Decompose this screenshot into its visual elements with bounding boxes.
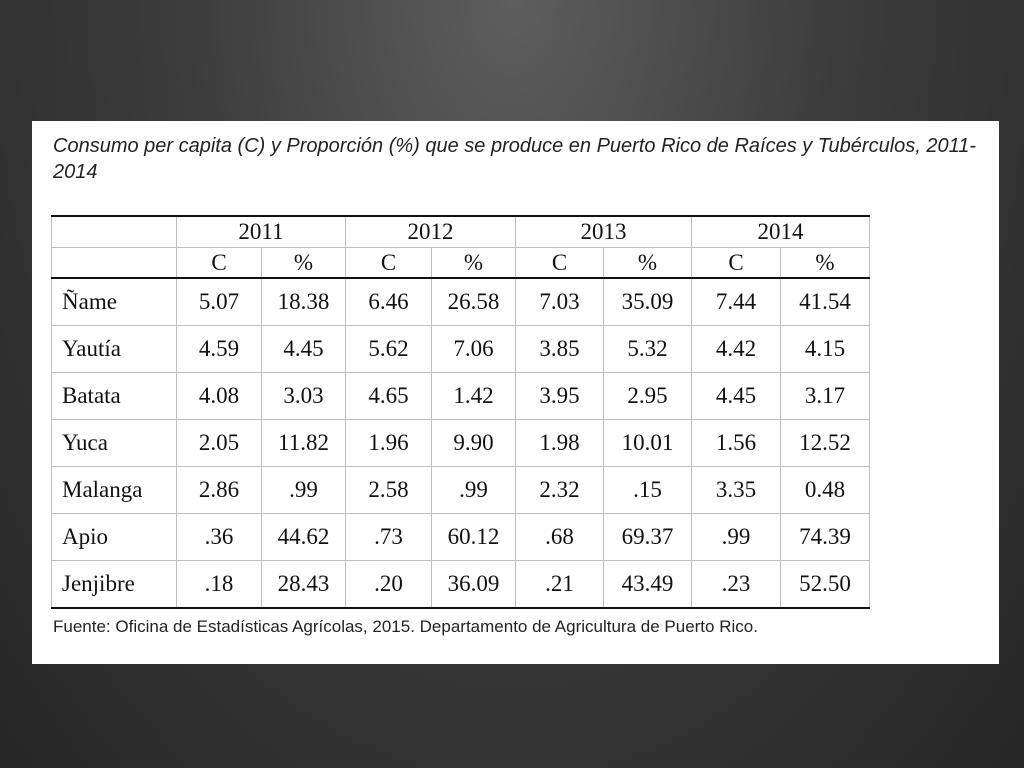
table-cell: 41.54 <box>780 277 870 326</box>
table-cell: 26.58 <box>431 277 516 326</box>
table-cell: 52.50 <box>780 560 870 609</box>
table-cell: 2.05 <box>176 419 262 467</box>
table-cell: 4.08 <box>176 372 262 420</box>
table-cell: 5.32 <box>603 325 692 373</box>
subheader-row: C % C % C % C % <box>51 247 870 279</box>
table-cell: 2.58 <box>345 466 432 514</box>
year-header: 2014 <box>691 215 870 248</box>
table-cell: 3.35 <box>691 466 781 514</box>
table-cell: 4.42 <box>691 325 781 373</box>
table-cell: 4.59 <box>176 325 262 373</box>
subheader-cell: C <box>515 247 604 279</box>
table-cell: 3.17 <box>780 372 870 420</box>
table-cell: 9.90 <box>431 419 516 467</box>
table-cell: 43.49 <box>603 560 692 609</box>
table-cell: 4.15 <box>780 325 870 373</box>
table-cell: 11.82 <box>261 419 346 467</box>
table-cell: 35.09 <box>603 277 692 326</box>
table-cell: .99 <box>431 466 516 514</box>
table-cell: 69.37 <box>603 513 692 561</box>
table-row: Jenjibre .18 28.43 .20 36.09 .21 43.49 .… <box>51 560 870 609</box>
table-row: Batata 4.08 3.03 4.65 1.42 3.95 2.95 4.4… <box>51 372 870 420</box>
slide: Consumo per capita (C) y Proporción (%) … <box>32 121 999 664</box>
table-row: Apio .36 44.62 .73 60.12 .68 69.37 .99 7… <box>51 513 870 561</box>
table-cell: 2.86 <box>176 466 262 514</box>
table-cell: 74.39 <box>780 513 870 561</box>
table-cell: 7.03 <box>515 277 604 326</box>
row-label: Jenjibre <box>51 560 177 609</box>
table-cell: 2.32 <box>515 466 604 514</box>
table-cell: 28.43 <box>261 560 346 609</box>
subheader-cell: C <box>345 247 432 279</box>
table-cell: 10.01 <box>603 419 692 467</box>
table-cell: 18.38 <box>261 277 346 326</box>
table-cell: 12.52 <box>780 419 870 467</box>
table-cell: .20 <box>345 560 432 609</box>
table-title: Consumo per capita (C) y Proporción (%) … <box>53 135 977 183</box>
table-cell: 60.12 <box>431 513 516 561</box>
row-label: Malanga <box>51 466 177 514</box>
table-row: Ñame 5.07 18.38 6.46 26.58 7.03 35.09 7.… <box>51 277 870 326</box>
row-label: Yuca <box>51 419 177 467</box>
table-cell: 6.46 <box>345 277 432 326</box>
table-cell: 1.56 <box>691 419 781 467</box>
subheader-cell: % <box>431 247 516 279</box>
year-header: 2013 <box>515 215 692 248</box>
table-cell: 3.85 <box>515 325 604 373</box>
table-cell: .99 <box>261 466 346 514</box>
row-label: Yautía <box>51 325 177 373</box>
table-cell: 2.95 <box>603 372 692 420</box>
source-note: Fuente: Oficina de Estadísticas Agrícola… <box>53 617 758 636</box>
year-header: 2012 <box>345 215 516 248</box>
table-cell: 7.44 <box>691 277 781 326</box>
table-cell: 1.96 <box>345 419 432 467</box>
table-cell: 44.62 <box>261 513 346 561</box>
row-label: Ñame <box>51 277 177 326</box>
table-cell: .18 <box>176 560 262 609</box>
corner-cell <box>51 247 177 279</box>
table-cell: .15 <box>603 466 692 514</box>
subheader-cell: % <box>603 247 692 279</box>
table-cell: 4.45 <box>261 325 346 373</box>
consumption-table: 2011 2012 2013 2014 C % C % C % C % Ñame… <box>51 215 870 609</box>
table-row: Malanga 2.86 .99 2.58 .99 2.32 .15 3.35 … <box>51 466 870 514</box>
table-row: Yautía 4.59 4.45 5.62 7.06 3.85 5.32 4.4… <box>51 325 870 373</box>
table-cell: 4.65 <box>345 372 432 420</box>
corner-cell <box>51 215 177 248</box>
table-cell: 5.07 <box>176 277 262 326</box>
table-cell: 1.42 <box>431 372 516 420</box>
year-header-row: 2011 2012 2013 2014 <box>51 215 870 248</box>
table-cell: 4.45 <box>691 372 781 420</box>
row-label: Apio <box>51 513 177 561</box>
year-header: 2011 <box>176 215 346 248</box>
row-label: Batata <box>51 372 177 420</box>
table-cell: .99 <box>691 513 781 561</box>
table-cell: .36 <box>176 513 262 561</box>
table-cell: 36.09 <box>431 560 516 609</box>
subheader-cell: C <box>691 247 781 279</box>
table-cell: .68 <box>515 513 604 561</box>
table-cell: 3.95 <box>515 372 604 420</box>
table-cell: .73 <box>345 513 432 561</box>
table-cell: .21 <box>515 560 604 609</box>
table-cell: 1.98 <box>515 419 604 467</box>
subheader-cell: % <box>780 247 870 279</box>
subheader-cell: C <box>176 247 262 279</box>
table-cell: 0.48 <box>780 466 870 514</box>
table-cell: .23 <box>691 560 781 609</box>
table-cell: 5.62 <box>345 325 432 373</box>
table-row: Yuca 2.05 11.82 1.96 9.90 1.98 10.01 1.5… <box>51 419 870 467</box>
subheader-cell: % <box>261 247 346 279</box>
table-cell: 7.06 <box>431 325 516 373</box>
table-cell: 3.03 <box>261 372 346 420</box>
